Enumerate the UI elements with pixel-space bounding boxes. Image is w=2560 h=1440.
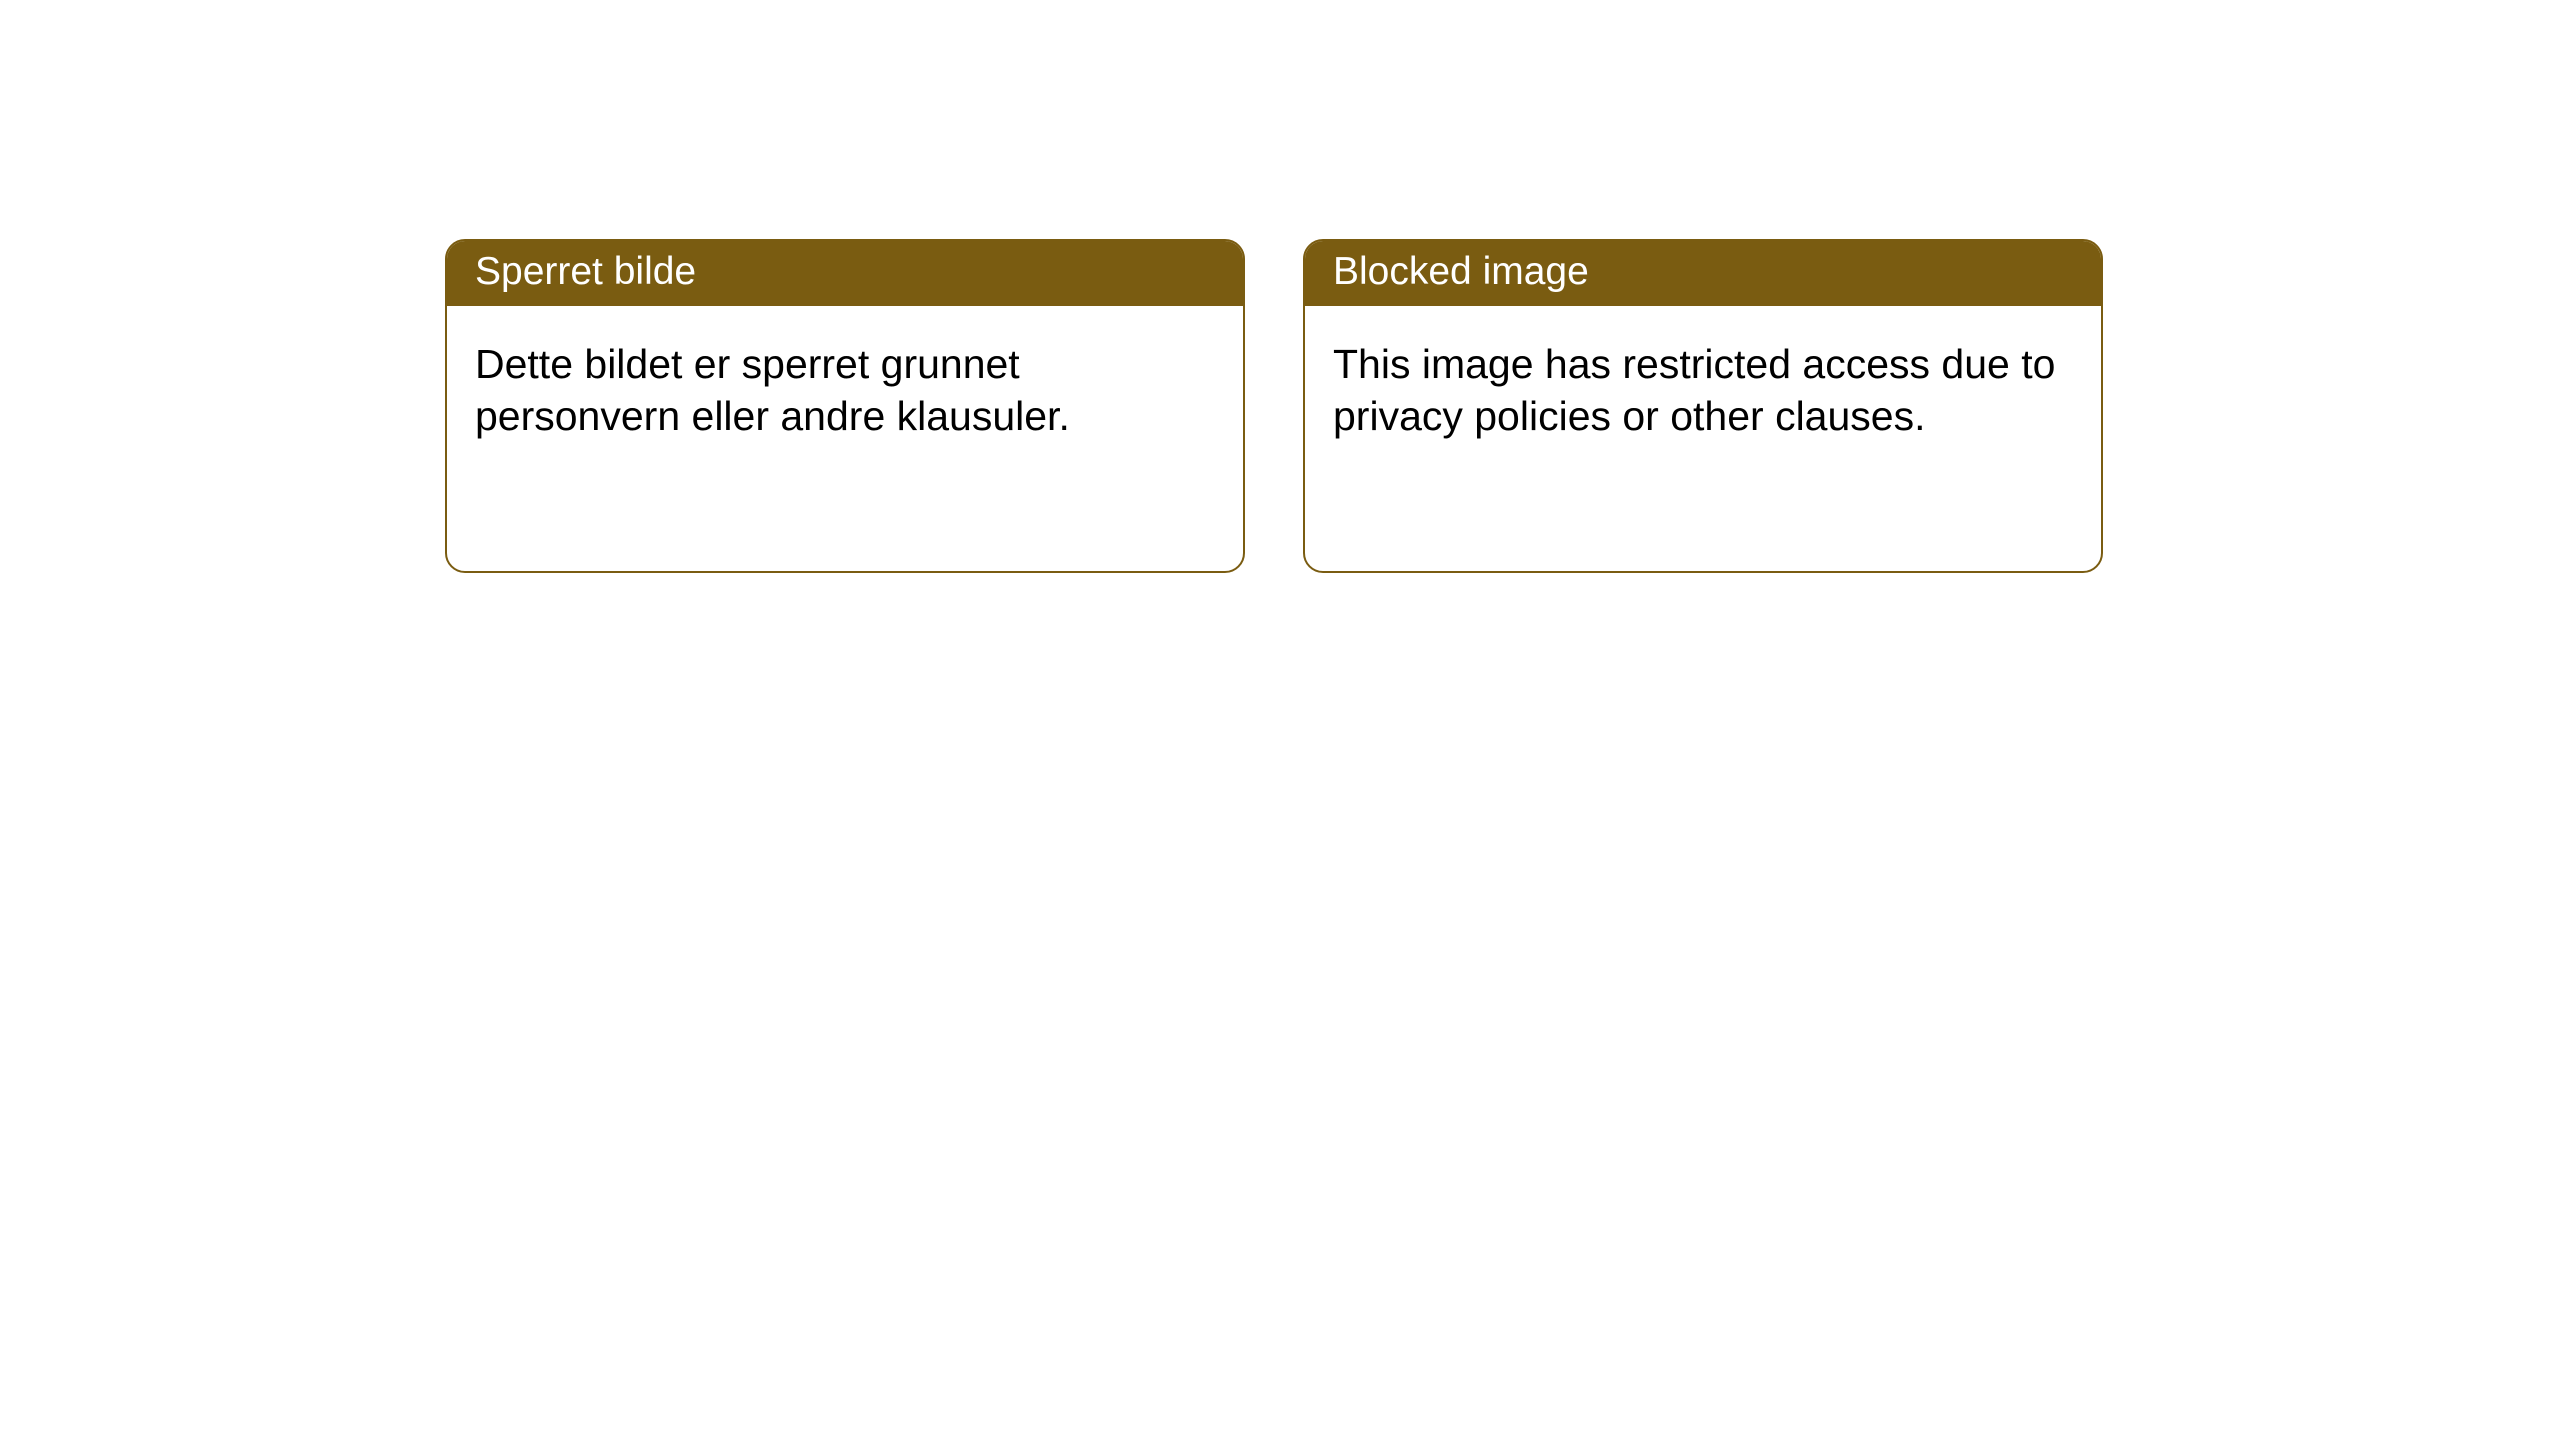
notice-body-english: This image has restricted access due to … [1305, 306, 2101, 475]
notice-header-norwegian: Sperret bilde [447, 241, 1243, 306]
notice-card-norwegian: Sperret bilde Dette bildet er sperret gr… [445, 239, 1245, 573]
notice-body-norwegian: Dette bildet er sperret grunnet personve… [447, 306, 1243, 475]
notice-container: Sperret bilde Dette bildet er sperret gr… [0, 0, 2560, 573]
notice-header-english: Blocked image [1305, 241, 2101, 306]
notice-card-english: Blocked image This image has restricted … [1303, 239, 2103, 573]
